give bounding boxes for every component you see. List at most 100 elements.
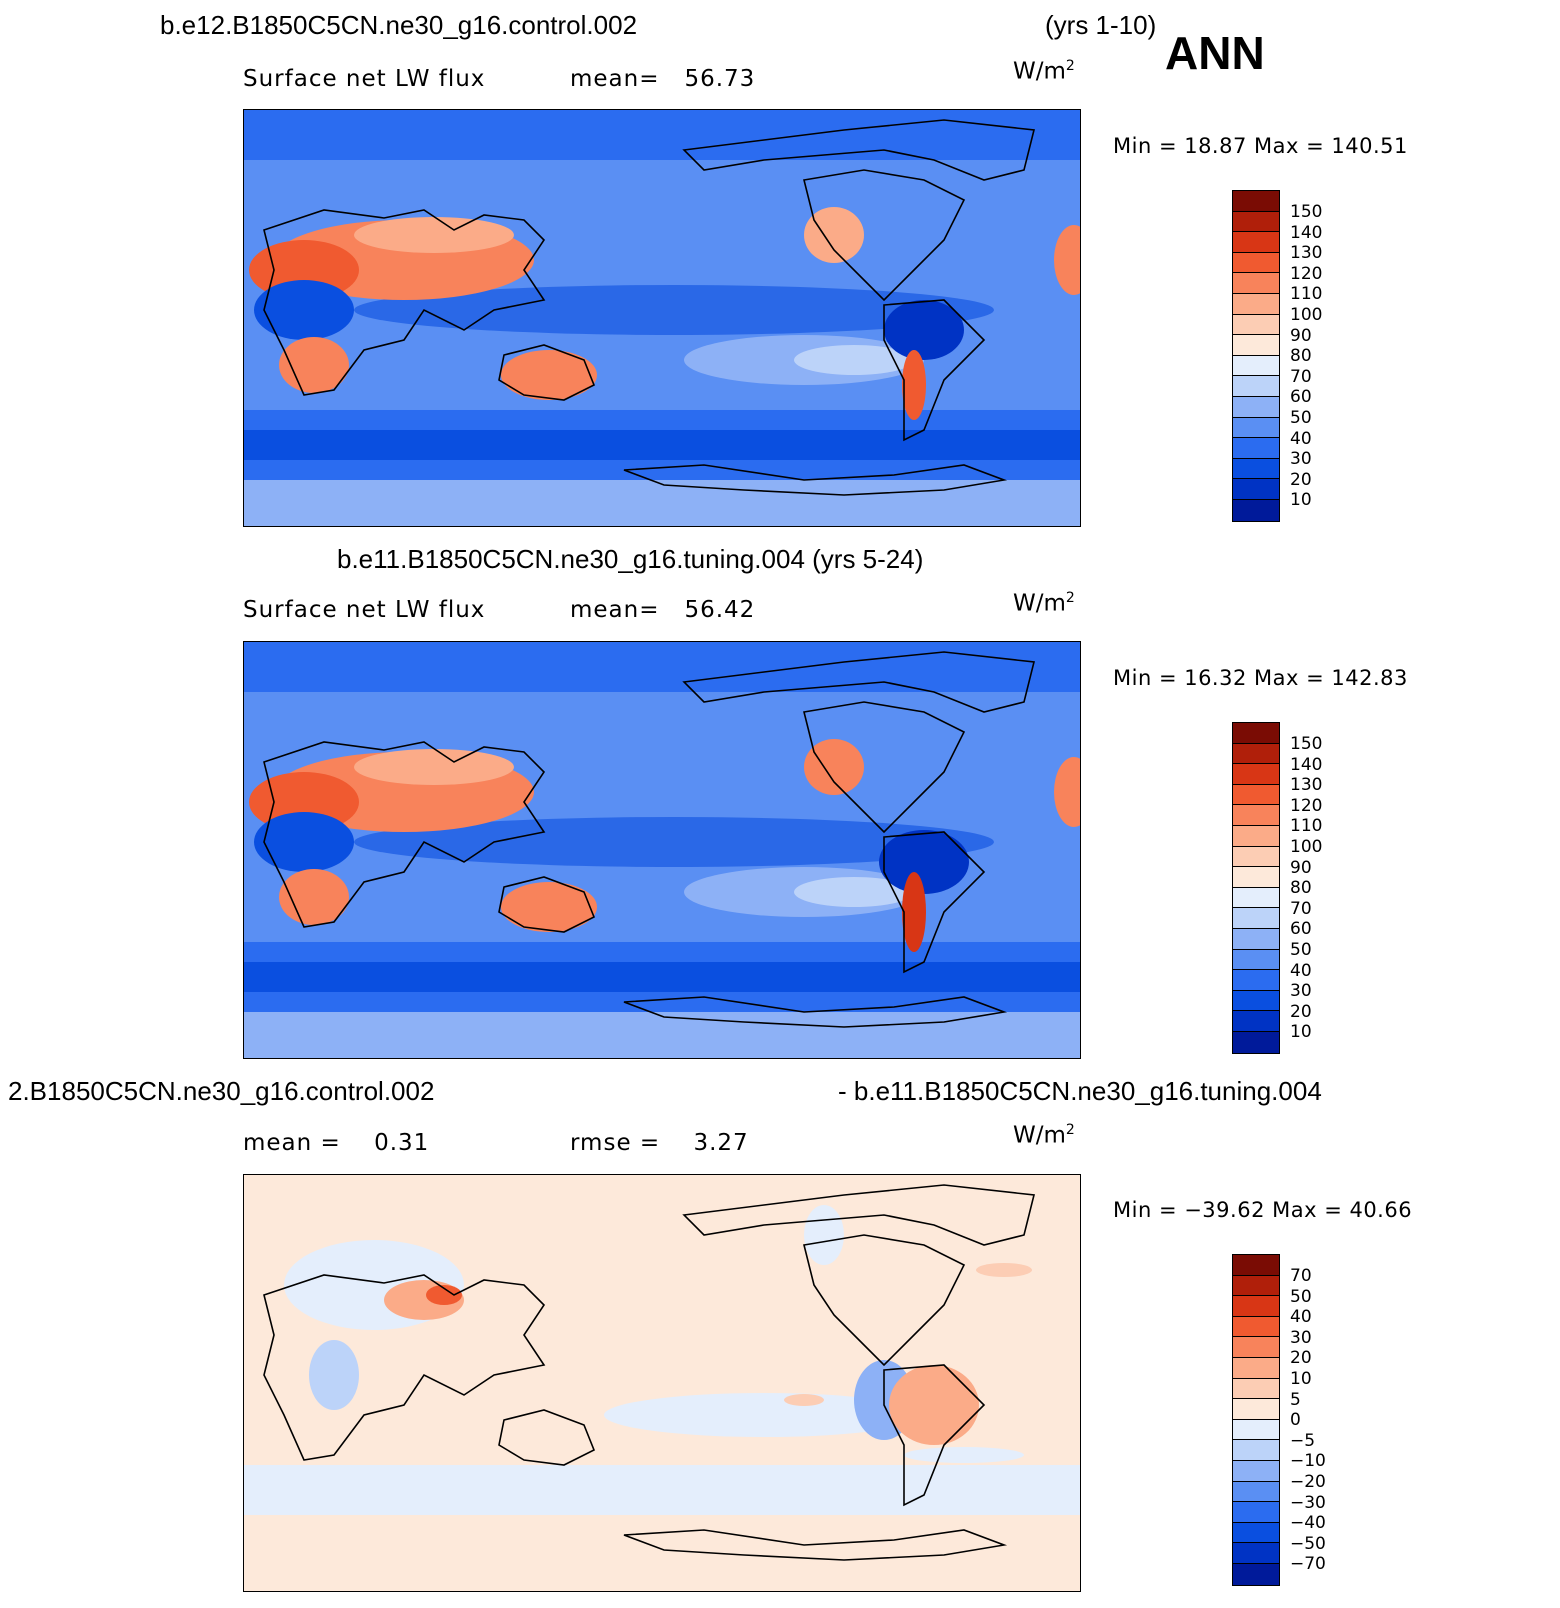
colorbar-cell [1233, 335, 1279, 356]
colorbar-cell [1233, 908, 1279, 929]
colorbar-tick-label: 50 [1290, 1286, 1312, 1307]
colorbar-tick-label: 70 [1290, 898, 1312, 919]
colorbar-cell [1233, 499, 1279, 521]
colorbar-cell [1233, 1502, 1279, 1523]
colorbar-tick-label: 40 [1290, 428, 1312, 449]
colorbar-tick-label: −40 [1290, 1513, 1326, 1534]
panel1-colorbar [1232, 190, 1280, 522]
panel2-mean-value: 56.42 [684, 597, 756, 623]
colorbar-cell [1233, 1460, 1279, 1482]
colorbar-cell [1233, 314, 1279, 336]
colorbar-tick-label: 70 [1290, 366, 1312, 387]
colorbar-tick-label: 30 [1290, 449, 1312, 470]
panel2-map [243, 641, 1081, 1059]
colorbar-cell [1233, 1440, 1279, 1461]
colorbar-cell [1233, 990, 1279, 1012]
colorbar-tick-label: 80 [1290, 346, 1312, 367]
colorbar-tick-label: 140 [1290, 222, 1323, 243]
colorbar-tick-label: 40 [1290, 960, 1312, 981]
colorbar-cell [1233, 1255, 1279, 1276]
colorbar-cell [1233, 867, 1279, 888]
colorbar-cell [1233, 1357, 1279, 1379]
panel1-contour-field [244, 110, 1080, 526]
colorbar-tick-label: −70 [1290, 1554, 1326, 1575]
colorbar-tick-label: 60 [1290, 387, 1312, 408]
panel1-variable-label: Surface net LW flux [243, 66, 486, 92]
colorbar-cell [1233, 1378, 1279, 1400]
colorbar-tick-label: 20 [1290, 469, 1312, 490]
colorbar-cell [1233, 376, 1279, 397]
colorbar-cell [1233, 970, 1279, 991]
colorbar-cell [1233, 846, 1279, 868]
top-title-right: (yrs 1-10) [1045, 10, 1157, 40]
colorbar-tick-label: 60 [1290, 919, 1312, 940]
colorbar-tick-label: 10 [1290, 1022, 1312, 1043]
panel2-mean-label: mean= 56.42 [570, 597, 756, 623]
colorbar-cell [1233, 1031, 1279, 1053]
colorbar-cell [1233, 293, 1279, 315]
colorbar-tick-label: 20 [1290, 1348, 1312, 1369]
colorbar-cell [1233, 252, 1279, 274]
top-title-left: b.e12.B1850C5CN.ne30_g16.control.002 [160, 10, 638, 40]
panel1-mean-label: mean= 56.73 [570, 66, 756, 92]
panel2-contour-field [244, 642, 1080, 1058]
colorbar-tick-label: 10 [1290, 1369, 1312, 1389]
colorbar-tick-label: 110 [1290, 816, 1323, 837]
colorbar-tick-label: −50 [1290, 1533, 1326, 1554]
colorbar-tick-label: −10 [1290, 1451, 1326, 1472]
colorbar-tick-label: 100 [1290, 837, 1323, 857]
panel3-rmse-value: 3.27 [693, 1130, 749, 1156]
colorbar-cell [1233, 438, 1279, 459]
colorbar-cell [1233, 191, 1279, 212]
colorbar-tick-label: 140 [1290, 754, 1323, 775]
colorbar-cell [1233, 1296, 1279, 1317]
colorbar-tick-label: 120 [1290, 795, 1323, 816]
colorbar-cell [1233, 805, 1279, 826]
colorbar-tick-label: 120 [1290, 263, 1323, 284]
colorbar-tick-label: 90 [1290, 857, 1312, 878]
colorbar-cell [1233, 417, 1279, 439]
colorbar-tick-label: 80 [1290, 878, 1312, 899]
panel3-colorbar [1232, 1254, 1280, 1586]
panel3-minmax: Min = −39.62 Max = 40.66 [1113, 1198, 1413, 1222]
colorbar-cell [1233, 1399, 1279, 1420]
panel3-map [243, 1174, 1081, 1592]
colorbar-cell [1233, 1543, 1279, 1564]
colorbar-tick-label: 150 [1290, 202, 1323, 222]
colorbar-cell [1233, 1419, 1279, 1441]
colorbar-cell [1233, 1522, 1279, 1544]
panel3-mean-label: mean = 0.31 [243, 1130, 430, 1156]
colorbar-tick-label: 70 [1290, 1266, 1312, 1286]
colorbar-cell [1233, 355, 1279, 377]
colorbar-cell [1233, 928, 1279, 950]
panel3-rmse-label: rmse = 3.27 [570, 1130, 749, 1156]
panel1-units: W/m2 [1013, 58, 1075, 85]
colorbar-cell [1233, 396, 1279, 418]
colorbar-tick-label: 5 [1290, 1389, 1301, 1410]
colorbar-cell [1233, 458, 1279, 480]
season-label: ANN [1165, 27, 1265, 79]
colorbar-cell [1233, 825, 1279, 847]
colorbar-cell [1233, 1275, 1279, 1297]
colorbar-tick-label: −5 [1290, 1430, 1316, 1451]
colorbar-cell [1233, 887, 1279, 909]
panel2-variable-label: Surface net LW flux [243, 597, 486, 623]
colorbar-cell [1233, 1563, 1279, 1585]
colorbar-tick-label: 0 [1290, 1410, 1301, 1431]
colorbar-tick-label: 50 [1290, 940, 1312, 960]
colorbar-cell [1233, 764, 1279, 785]
panel2-colorbar [1232, 722, 1280, 1054]
colorbar-tick-label: 30 [1290, 981, 1312, 1002]
colorbar-cell [1233, 479, 1279, 500]
colorbar-cell [1233, 723, 1279, 744]
colorbar-cell [1233, 784, 1279, 806]
colorbar-tick-label: −30 [1290, 1492, 1326, 1513]
colorbar-cell [1233, 743, 1279, 765]
colorbar-cell [1233, 1011, 1279, 1032]
colorbar-tick-label: 150 [1290, 734, 1323, 754]
panel1-minmax: Min = 18.87 Max = 140.51 [1113, 134, 1408, 158]
colorbar-tick-label: 100 [1290, 305, 1323, 325]
panel3-mean-value: 0.31 [374, 1130, 430, 1156]
panel3-title-left: 2.B1850C5CN.ne30_g16.control.002 [8, 1076, 435, 1106]
colorbar-tick-label: 20 [1290, 1001, 1312, 1022]
